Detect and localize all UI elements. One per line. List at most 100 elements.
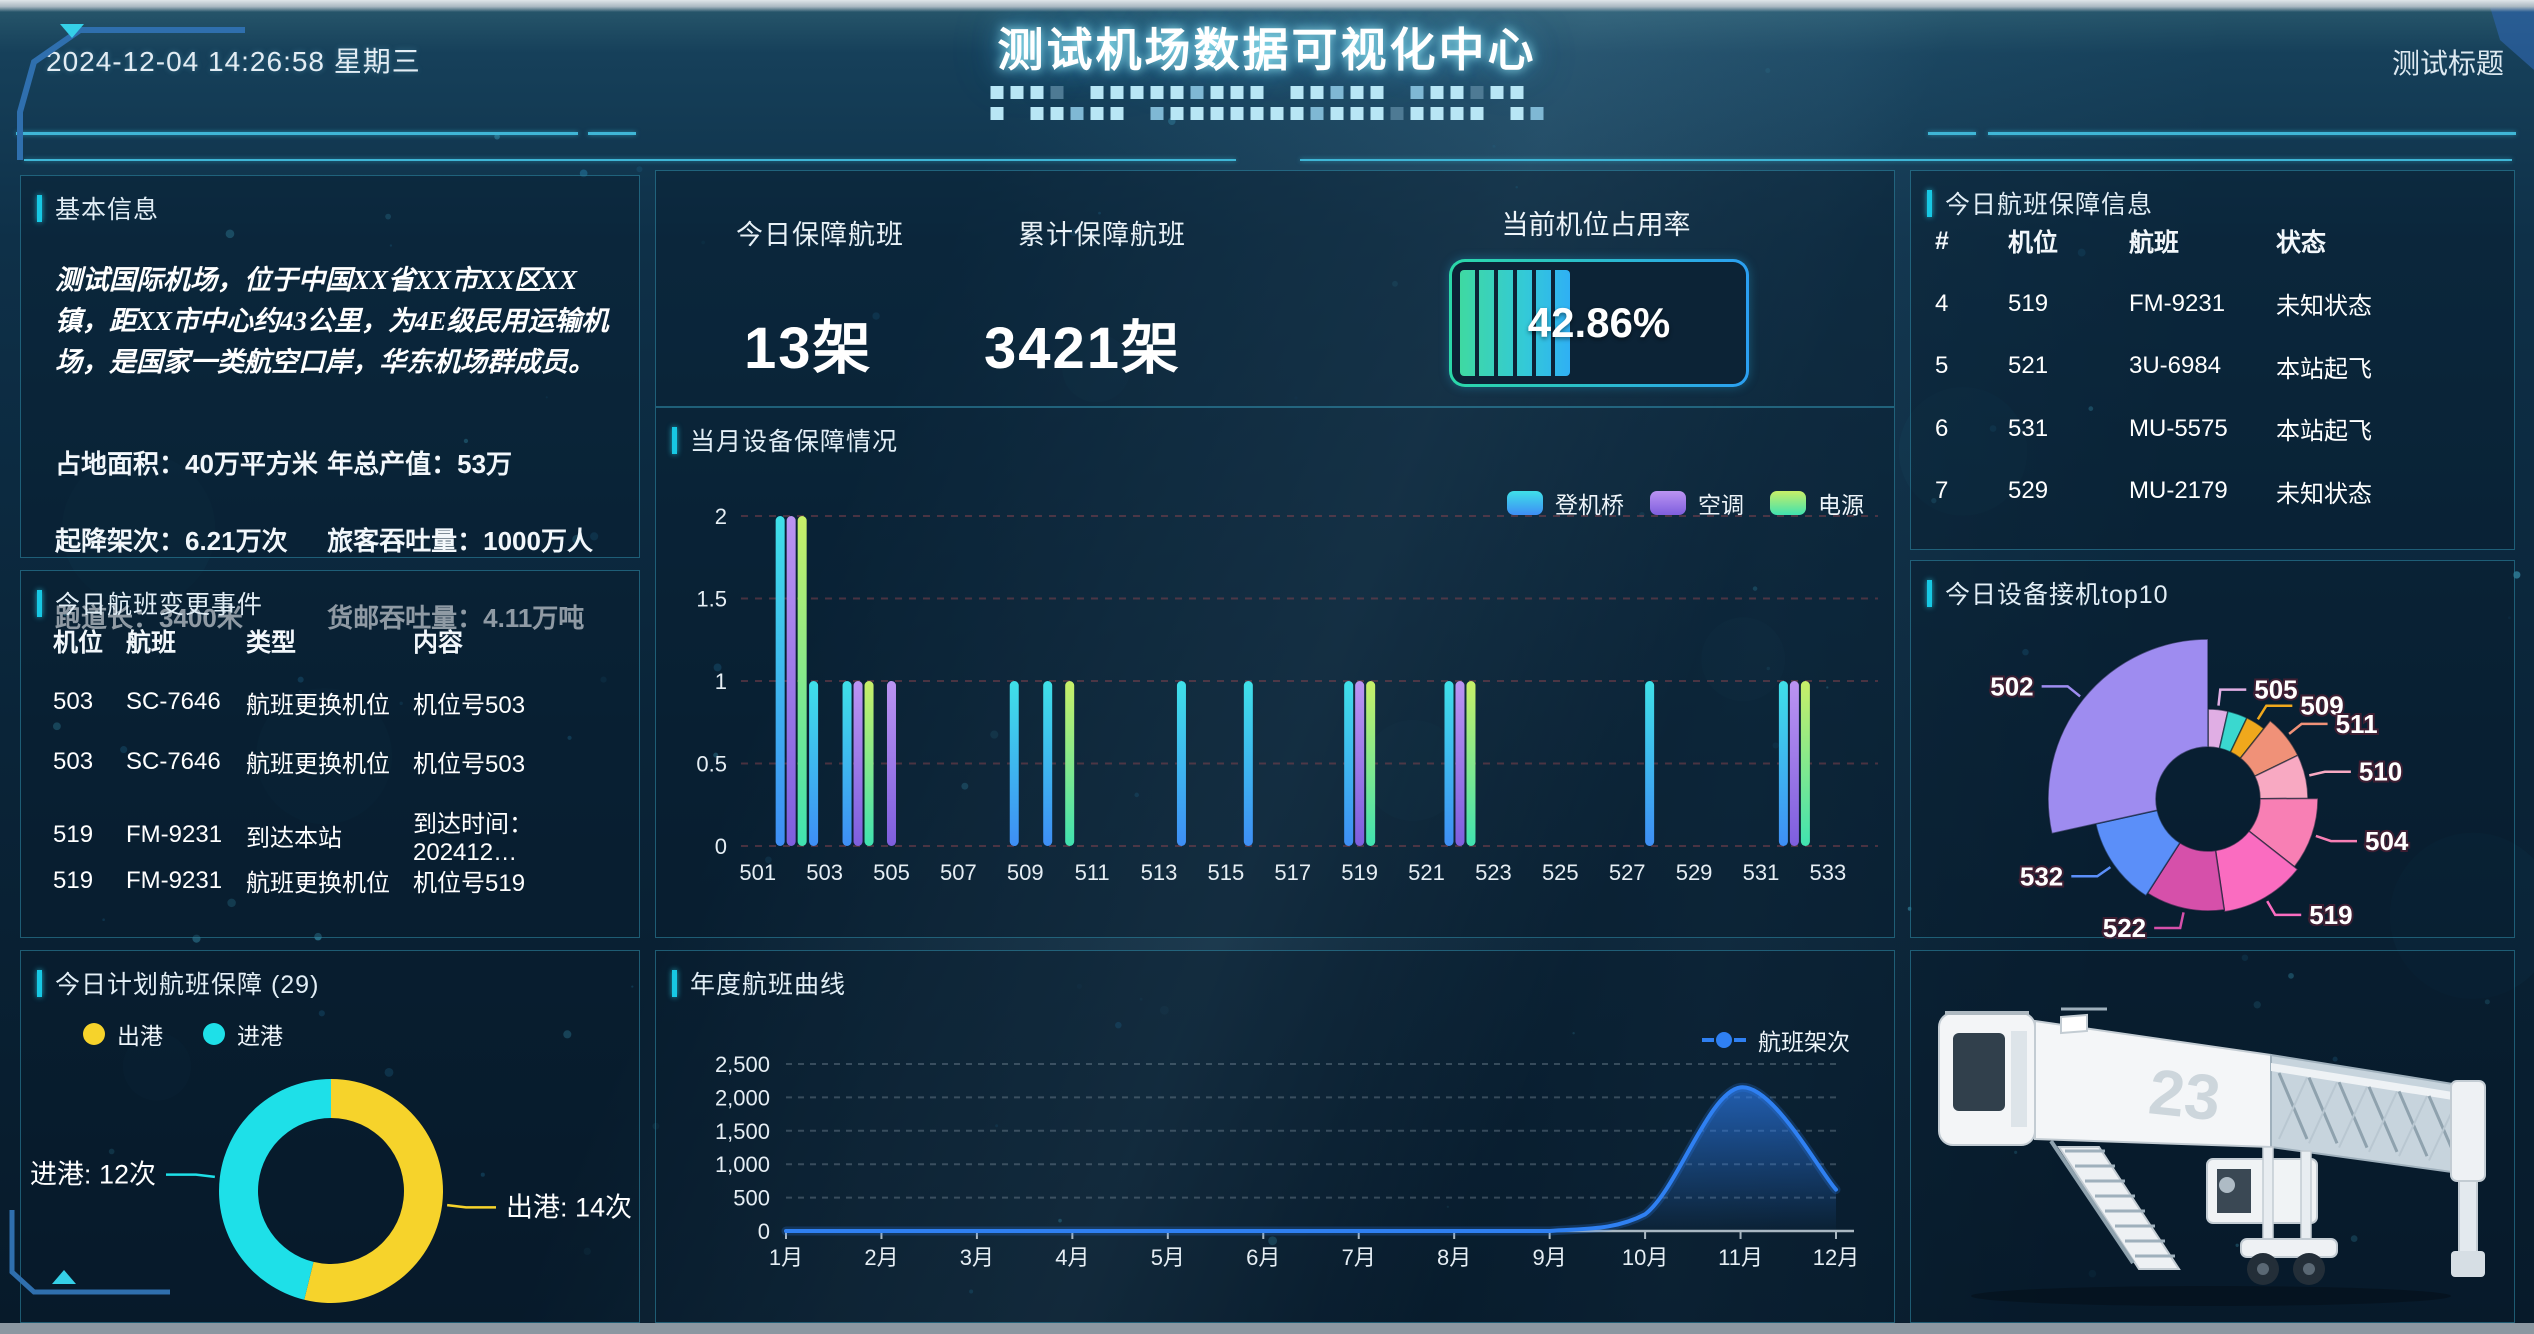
svg-text:501: 501 — [739, 860, 776, 885]
legend-item[interactable]: 电源 — [1770, 486, 1864, 520]
table-cell: 未知状态 — [2276, 293, 2372, 321]
table-cell: 未知状态 — [2276, 480, 2372, 508]
table-cell: SC-7646 — [126, 747, 221, 775]
panel-flight-changes: 今日航班变更事件 机位 航班 类型 内容 503 SC-7646 航班更换机位 机位号503 5… — [20, 570, 640, 938]
svg-text:507: 507 — [940, 860, 977, 885]
stat-label-today: 今日保障航班 — [736, 220, 904, 250]
table-header-cell: # — [1935, 226, 1949, 255]
occupancy-title: 当前机位占用率 — [1501, 210, 1691, 240]
annual-curve-line-chart: 0 500 1,000 1,500 2,000 2,500 1月 2月 3月 4月 5月 6月 7月 8月… — [715, 1052, 1859, 1270]
svg-text:0: 0 — [715, 834, 727, 859]
table-cell: MU-5575 — [2129, 414, 2228, 442]
rose-slice-label: 519 — [2309, 900, 2352, 930]
svg-text:513: 513 — [1141, 860, 1178, 885]
planned-flights-donut-chart: 出港: 14次 进港: 12次 — [30, 1079, 632, 1303]
jet-bridge-image: 23 — [1938, 1007, 2486, 1306]
table-cell: 521 — [2008, 352, 2049, 380]
table-row: 7 529 MU-2179 未知状态 — [1935, 474, 2494, 509]
legend-item[interactable]: 登机桥 — [1507, 486, 1624, 520]
panel-title: 基本信息 — [37, 190, 159, 226]
svg-text:5月: 5月 — [1151, 1245, 1185, 1270]
title-decoration-squares — [990, 86, 1544, 120]
table-cell: 7 — [1935, 477, 1949, 505]
info-stat: 货邮吞吐量：4.11万吨 — [327, 603, 585, 633]
donut-label: 出港: 14次 — [506, 1192, 632, 1222]
panel-monthly-equipment: 当月设备保障情况 登机桥 空调 电源 0 0.5 1 1.5 2 501 503 505 507 50… — [655, 407, 1895, 938]
header-line — [24, 159, 1236, 161]
table-cell: SC-7646 — [126, 688, 221, 716]
top-edge-strip — [0, 0, 2534, 12]
rose-slice-label: 511 — [2336, 709, 2378, 739]
svg-text:533: 533 — [1809, 860, 1846, 885]
table-header-cell: 机位 — [53, 629, 104, 657]
header-subtitle: 测试标题 — [2391, 48, 2504, 79]
legend-label: 登机桥 — [1555, 492, 1624, 518]
rose-slice-label: 522 — [2103, 913, 2146, 939]
header-line — [1928, 132, 1976, 135]
svg-text:1.5: 1.5 — [696, 587, 727, 612]
svg-text:6月: 6月 — [1246, 1245, 1280, 1270]
svg-text:0: 0 — [758, 1219, 770, 1244]
svg-text:509: 509 — [1007, 860, 1044, 885]
flight-changes-table: 机位 航班 类型 内容 503 SC-7646 航班更换机位 机位号503 503 SC-7646… — [21, 571, 639, 937]
svg-text:519: 519 — [1341, 860, 1378, 885]
svg-text:1: 1 — [715, 669, 727, 694]
info-stat: 起降架次：6.21万次 — [55, 526, 288, 556]
table-cell: 529 — [2008, 477, 2049, 505]
table-cell: 航班更换机位 — [246, 870, 390, 898]
panel-bridge-image: 23 — [1910, 950, 2515, 1323]
legend-swatch-icon — [1770, 491, 1806, 515]
legend-label: 电源 — [1818, 492, 1864, 518]
svg-text:7月: 7月 — [1342, 1245, 1376, 1270]
stat-value-total: 3421架 — [984, 316, 1182, 381]
header-line — [588, 132, 636, 135]
svg-text:11月: 11月 — [1718, 1245, 1763, 1270]
table-header: 机位 航班 类型 内容 — [53, 623, 619, 659]
table-row: 519 FM-9231 航班更换机位 机位号519 — [53, 863, 619, 898]
svg-text:0.5: 0.5 — [696, 752, 727, 777]
table-cell: 机位号503 — [413, 751, 526, 779]
legend-swatch-icon — [1650, 491, 1686, 515]
table-cell: 519 — [2008, 289, 2049, 317]
panel-overview-stats: 今日保障航班 13架 累计保障航班 3421架 当前机位占用率 42.86% — [655, 170, 1895, 407]
legend-line-dot-icon — [1702, 1032, 1746, 1048]
panel-title: 年度航班曲线 — [672, 965, 846, 1001]
legend-label: 航班架次 — [1758, 1029, 1850, 1055]
svg-text:2月: 2月 — [864, 1245, 898, 1270]
legend-item[interactable]: 进港 — [203, 1017, 283, 1051]
table-cell: 本站起飞 — [2276, 355, 2372, 383]
svg-text:523: 523 — [1475, 860, 1512, 885]
table-cell: 4 — [1935, 289, 1949, 317]
svg-text:12月: 12月 — [1813, 1245, 1859, 1270]
svg-text:500: 500 — [733, 1186, 770, 1211]
svg-text:505: 505 — [873, 860, 910, 885]
svg-text:527: 527 — [1609, 860, 1646, 885]
info-stat: 旅客吞吐量：1000万人 — [327, 526, 593, 556]
table-row: 519 FM-9231 到达本站 到达时间：202412… — [53, 804, 619, 867]
table-cell: 3U-6984 — [2129, 352, 2222, 380]
legend-item[interactable]: 出港 — [83, 1017, 163, 1051]
stat-label-total: 累计保障航班 — [1018, 220, 1186, 250]
legend-label: 空调 — [1698, 492, 1744, 518]
svg-text:2,000: 2,000 — [715, 1085, 770, 1110]
legend-label: 进港 — [237, 1023, 283, 1049]
table-cell: MU-2179 — [2129, 477, 2228, 505]
svg-text:2,500: 2,500 — [715, 1052, 770, 1077]
legend-item[interactable]: 航班架次 — [1702, 1023, 1850, 1057]
panel-title: 今日航班保障信息 — [1927, 185, 2153, 221]
flight-info-table: # 机位 航班 状态 4 519 FM-9231 未知状态 5 521 3U-6984 本站起飞 6 53… — [1911, 171, 2514, 549]
bridge-number: 23 — [2146, 1055, 2224, 1134]
donut-label: 进港: 12次 — [30, 1160, 156, 1190]
occupancy-value: 42.86% — [1527, 299, 1671, 346]
panel-flight-info: 今日航班保障信息 # 机位 航班 状态 4 519 FM-9231 未知状态 5 521 3U-69… — [1910, 170, 2515, 550]
svg-text:517: 517 — [1274, 860, 1311, 885]
rose-slice-label: 504 — [2365, 826, 2409, 856]
table-cell: FM-9231 — [126, 821, 223, 849]
legend-label: 出港 — [117, 1023, 163, 1049]
svg-text:9月: 9月 — [1533, 1245, 1567, 1270]
svg-text:503: 503 — [806, 860, 843, 885]
panel-title: 今日设备接机top10 — [1927, 575, 2169, 611]
legend-item[interactable]: 空调 — [1650, 486, 1744, 520]
svg-text:531: 531 — [1743, 860, 1780, 885]
